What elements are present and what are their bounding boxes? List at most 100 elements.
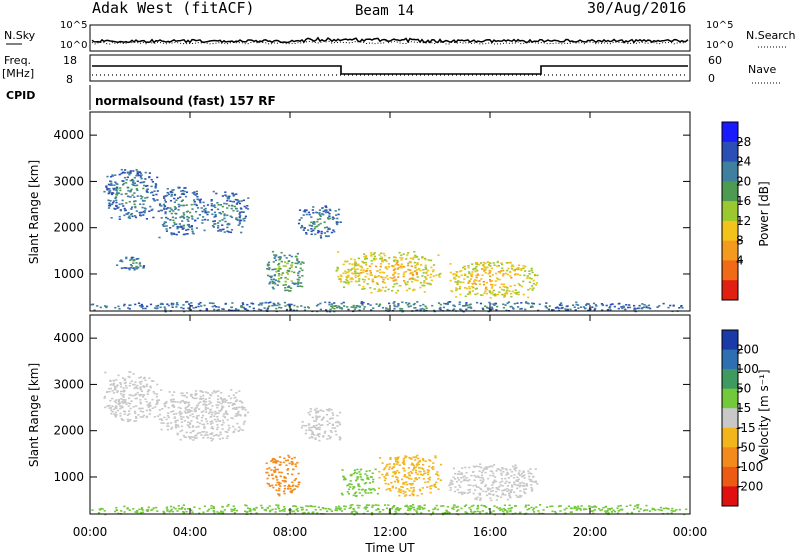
data-cell — [220, 398, 223, 400]
data-cell — [153, 416, 156, 418]
data-cell — [414, 307, 417, 309]
data-cell — [468, 479, 471, 481]
data-cell — [488, 301, 491, 304]
data-cell — [417, 463, 420, 465]
data-cell — [195, 204, 198, 207]
data-cell — [330, 510, 333, 512]
data-cell — [277, 506, 280, 508]
data-cell — [252, 307, 255, 310]
data-cell — [237, 201, 240, 203]
data-cell — [466, 276, 469, 278]
data-cell — [110, 182, 113, 185]
data-cell — [225, 437, 229, 439]
data-cell — [419, 286, 422, 289]
data-cell — [304, 432, 307, 435]
data-cell — [522, 482, 526, 485]
data-cell — [384, 259, 387, 261]
data-cell — [133, 387, 136, 390]
data-cell — [273, 303, 276, 306]
data-cell — [273, 458, 276, 461]
data-cell — [123, 267, 126, 269]
data-cell — [469, 278, 472, 280]
data-cell — [573, 505, 576, 508]
data-cell — [344, 272, 348, 274]
data-cell — [292, 489, 295, 491]
data-cell — [411, 277, 414, 279]
data-cell — [508, 290, 511, 292]
data-cell — [610, 507, 613, 510]
data-cell — [301, 424, 304, 427]
data-cell — [378, 271, 382, 274]
data-cell — [169, 399, 173, 401]
data-cell — [336, 425, 339, 427]
data-cell — [317, 433, 320, 436]
data-cell — [210, 423, 213, 425]
data-cell — [183, 190, 186, 193]
power-panel — [89, 111, 691, 312]
data-cell — [134, 303, 137, 306]
data-cell — [413, 302, 416, 305]
data-cell — [342, 478, 346, 481]
data-cell — [362, 271, 365, 273]
data-cell — [274, 475, 278, 478]
data-cell — [176, 419, 179, 422]
data-cell — [317, 229, 320, 232]
data-cell — [210, 199, 213, 201]
data-cell — [459, 486, 462, 489]
data-cell — [241, 302, 244, 304]
data-cell — [202, 431, 206, 433]
data-cell — [411, 462, 414, 465]
data-cell — [468, 488, 472, 491]
data-cell — [205, 391, 208, 393]
data-cell — [396, 507, 399, 509]
data-cell — [108, 190, 111, 193]
data-cell — [456, 288, 459, 290]
data-cell — [548, 305, 551, 307]
data-cell — [270, 469, 273, 471]
data-cell — [378, 304, 381, 306]
data-cell — [346, 279, 349, 282]
data-cell — [142, 187, 145, 190]
data-cell — [452, 508, 455, 510]
data-cell — [135, 258, 138, 260]
data-cell — [580, 505, 583, 507]
data-cell — [301, 275, 304, 277]
data-cell — [160, 389, 163, 391]
data-cell — [125, 179, 128, 181]
data-cell — [166, 510, 169, 512]
data-cell — [286, 262, 289, 264]
data-cell — [335, 506, 338, 508]
data-cell — [419, 304, 422, 307]
data-cell — [536, 483, 539, 485]
data-cell — [324, 430, 327, 433]
data-cell — [524, 488, 528, 490]
data-cell — [145, 415, 149, 418]
data-cell — [551, 510, 554, 513]
data-cell — [167, 412, 170, 414]
data-cell — [424, 268, 428, 270]
data-cell — [503, 283, 506, 286]
data-cell — [137, 302, 141, 304]
data-cell — [234, 198, 237, 201]
data-cell — [195, 426, 198, 428]
data-cell — [366, 474, 369, 477]
data-cell — [531, 488, 534, 491]
data-cell — [128, 413, 131, 415]
data-cell — [230, 397, 233, 400]
data-cell — [317, 416, 320, 418]
data-cell — [210, 394, 213, 397]
data-cell — [318, 212, 321, 214]
data-cell — [507, 473, 510, 475]
data-cell — [151, 398, 154, 401]
data-cell — [178, 508, 181, 510]
data-cell — [545, 306, 548, 309]
data-cell — [142, 307, 145, 310]
data-cell — [142, 199, 145, 202]
data-cell — [489, 297, 492, 299]
data-cell — [379, 269, 382, 271]
data-cell — [291, 481, 294, 484]
data-cell — [446, 303, 449, 306]
data-cell — [142, 203, 145, 206]
data-cell — [408, 456, 411, 459]
data-cell — [284, 281, 287, 283]
